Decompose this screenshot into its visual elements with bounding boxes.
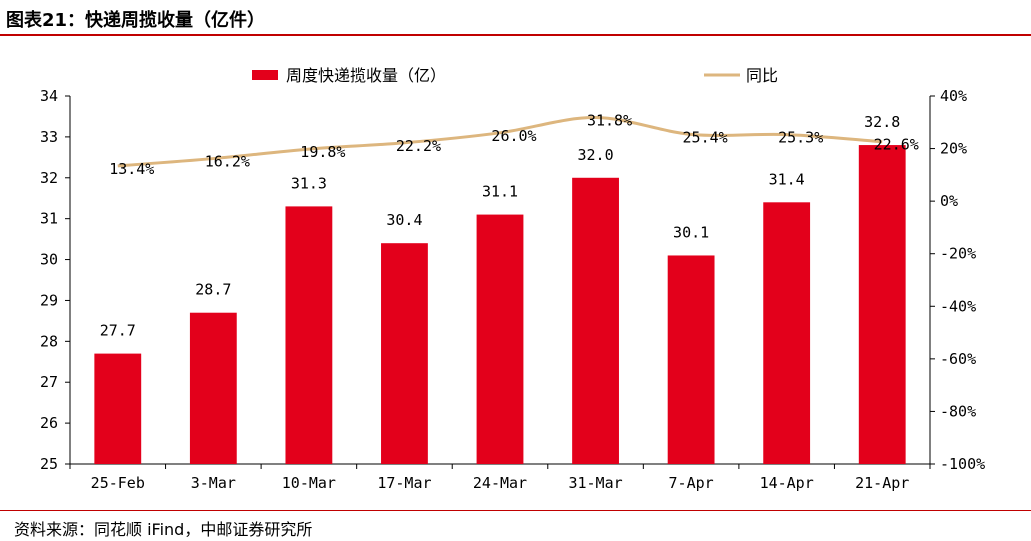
line-value-label: 13.4% bbox=[109, 160, 154, 178]
line-value-label: 26.0% bbox=[491, 127, 536, 145]
legend-line-label: 同比 bbox=[746, 66, 778, 85]
line-value-label: 22.2% bbox=[396, 137, 441, 155]
bar bbox=[189, 312, 237, 464]
x-tick-label: 17-Mar bbox=[377, 474, 431, 492]
bar-value-label: 31.4 bbox=[769, 170, 805, 188]
x-tick-label: 24-Mar bbox=[473, 474, 527, 492]
legend-bar-label: 周度快递揽收量（亿） bbox=[286, 66, 446, 85]
bar bbox=[667, 255, 715, 464]
line-value-label: 31.8% bbox=[587, 112, 632, 130]
x-tick-label: 7-Apr bbox=[669, 474, 714, 492]
bar-value-label: 30.4 bbox=[386, 211, 422, 229]
line-value-label: 22.6% bbox=[874, 136, 919, 154]
line-value-label: 25.4% bbox=[683, 128, 728, 146]
bar bbox=[858, 145, 906, 465]
x-tick-label: 31-Mar bbox=[568, 474, 622, 492]
bar-value-label: 27.7 bbox=[100, 322, 136, 340]
chart-axes: 25 26 27 28 29 30 31 32 33 34 -100% -80% -60% -40% -20… bbox=[40, 87, 985, 492]
chart-legend: 周度快递揽收量（亿） 同比 bbox=[252, 66, 778, 85]
left-tick-label: 27 bbox=[40, 373, 58, 391]
bar bbox=[763, 202, 811, 465]
bar bbox=[476, 214, 524, 464]
source-note: 资料来源：同花顺 iFind，中邮证券研究所 bbox=[14, 520, 313, 539]
right-tick-label: 20% bbox=[940, 140, 967, 158]
bar-value-label: 32.0 bbox=[577, 146, 613, 164]
left-tick-label: 26 bbox=[40, 414, 58, 432]
left-tick-label: 34 bbox=[40, 87, 58, 105]
left-tick-label: 25 bbox=[40, 455, 58, 473]
x-tick-label: 21-Apr bbox=[855, 474, 909, 492]
right-tick-label: -20% bbox=[940, 245, 976, 263]
line-value-label: 16.2% bbox=[205, 153, 250, 171]
bar-value-label: 30.1 bbox=[673, 223, 709, 241]
right-tick-label: 40% bbox=[940, 87, 967, 105]
x-tick-label: 14-Apr bbox=[760, 474, 814, 492]
bar-value-label: 32.8 bbox=[864, 113, 900, 131]
right-tick-label: -40% bbox=[940, 297, 976, 315]
bar bbox=[285, 206, 333, 464]
right-tick-label: -80% bbox=[940, 402, 976, 420]
bar bbox=[381, 243, 428, 464]
bar-value-label: 28.7 bbox=[195, 281, 231, 299]
left-tick-label: 32 bbox=[40, 169, 58, 187]
bar-series bbox=[94, 145, 906, 465]
bar bbox=[94, 353, 142, 464]
bar-line-chart: 周度快递揽收量（亿） 同比 25 26 27 28 29 30 31 32 33 34 -100% -8… bbox=[40, 66, 985, 492]
right-tick-label: -60% bbox=[940, 350, 976, 368]
line-value-label: 25.3% bbox=[778, 129, 823, 147]
line-series bbox=[117, 116, 883, 168]
line-value-label: 19.8% bbox=[300, 143, 345, 161]
data-labels: 27.7 28.7 31.3 30.4 31.1 32.0 30.1 31.4 32.8 13.4… bbox=[100, 112, 919, 340]
bar-value-label: 31.3 bbox=[291, 174, 327, 192]
left-tick-label: 28 bbox=[40, 332, 58, 350]
x-tick-label: 25-Feb bbox=[91, 474, 145, 492]
x-tick-label: 10-Mar bbox=[282, 474, 336, 492]
bar-value-label: 31.1 bbox=[482, 183, 518, 201]
source-bar: 资料来源：同花顺 iFind，中邮证券研究所 bbox=[0, 510, 1031, 541]
x-tick-label: 3-Mar bbox=[191, 474, 236, 492]
left-tick-label: 29 bbox=[40, 291, 58, 309]
bar bbox=[572, 177, 619, 464]
left-tick-label: 33 bbox=[40, 128, 58, 146]
right-tick-label: -100% bbox=[940, 455, 985, 473]
title-bar: 图表21：快递周揽收量（亿件） bbox=[0, 0, 1031, 36]
left-tick-label: 30 bbox=[40, 251, 58, 269]
legend-bar-swatch bbox=[252, 70, 278, 80]
figure-title: 图表21：快递周揽收量（亿件） bbox=[6, 10, 266, 31]
right-tick-label: 0% bbox=[940, 192, 958, 210]
left-tick-label: 31 bbox=[40, 210, 58, 228]
